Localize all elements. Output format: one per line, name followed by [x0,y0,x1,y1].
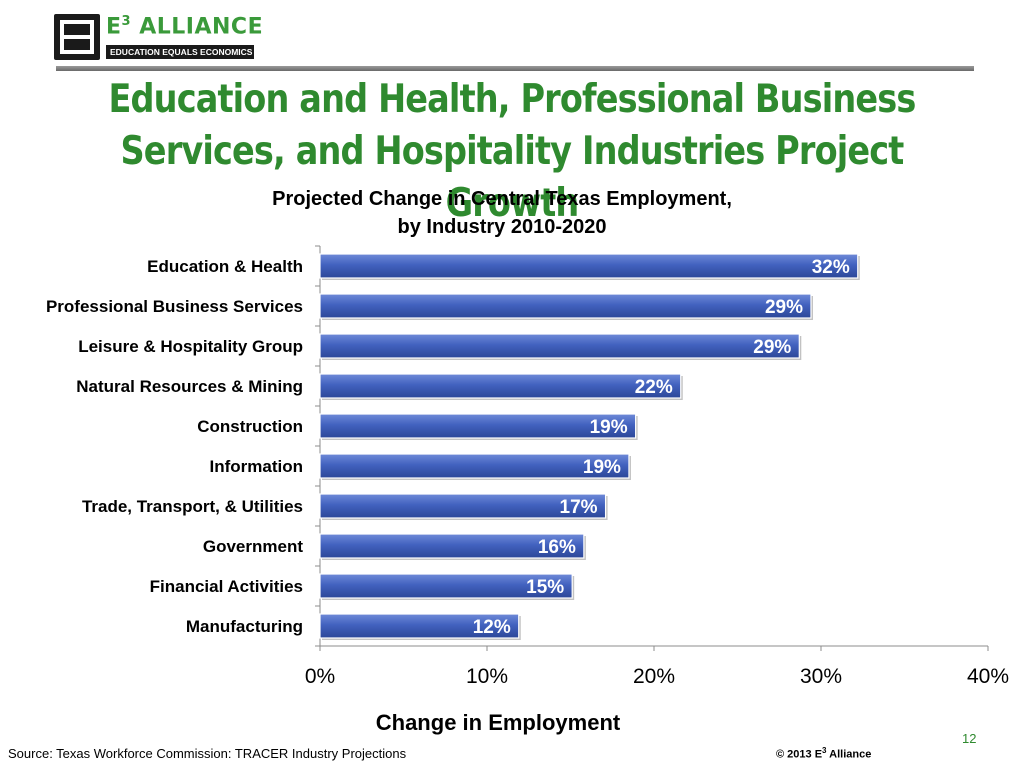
data-label: 12% [473,617,511,638]
category-label: Construction [197,417,303,436]
bar [319,253,859,279]
logo-tagline: EDUCATION EQUALS ECONOMICS [106,45,254,59]
category-label: Leisure & Hospitality Group [78,337,303,356]
x-axis-title: Change in Employment [375,710,621,735]
page-number: 12 [962,731,977,746]
copyright-note: © 2013 E3 Alliance [776,746,872,761]
data-label: 32% [812,257,850,278]
bar [319,333,800,359]
data-label: 29% [765,297,803,318]
category-label: Manufacturing [186,617,303,636]
e3-alliance-logo: E3 ALLIANCE EDUCATION EQUALS ECONOMICS [54,14,263,62]
slide-title-line-1: Education and Health, Professional Busin… [108,77,916,122]
header-divider [56,66,974,71]
logo-name: E3 ALLIANCE [106,14,264,40]
data-label: 16% [538,537,576,558]
chart-title-line-2: by Industry 2010-2020 [397,216,607,238]
slide-title: Education and Health, Professional Busin… [72,74,953,230]
employment-bar-chart: 0% 10% 20% 30% 40% Education & Health 32% Profe… [46,245,1009,688]
data-label: 15% [526,577,564,598]
x-tick-label: 20% [633,665,675,688]
category-label: Government [203,537,303,556]
x-tick-label: 30% [800,665,842,688]
category-label: Information [210,457,304,476]
slide-title-line-2: Services, and Hospitality Industries Pro… [120,129,905,226]
data-label: 22% [635,377,673,398]
bar [319,293,812,319]
source-note: Source: Texas Workforce Commission: TRAC… [8,746,407,761]
logo-mark-icon [54,14,100,60]
chart-title-line-1: Projected Change in Central Texas Employ… [272,188,732,210]
category-label: Education & Health [147,257,303,276]
data-label: 29% [753,337,791,358]
chart-title: Projected Change in Central Texas Employ… [0,185,1004,241]
bar [319,373,682,399]
category-label: Financial Activities [150,577,303,596]
bar [319,413,637,439]
data-label: 17% [560,497,598,518]
bar [319,573,573,599]
bar [319,613,520,639]
x-tick-label: 40% [967,665,1009,688]
bar [319,493,607,519]
category-label: Trade, Transport, & Utilities [82,497,303,516]
data-label: 19% [583,457,621,478]
category-label: Professional Business Services [46,297,303,316]
bar [319,533,585,559]
x-tick-label: 10% [466,665,508,688]
data-label: 19% [590,417,628,438]
category-label: Natural Resources & Mining [76,377,303,396]
bar [319,453,630,479]
x-tick-label: 0% [305,665,335,688]
